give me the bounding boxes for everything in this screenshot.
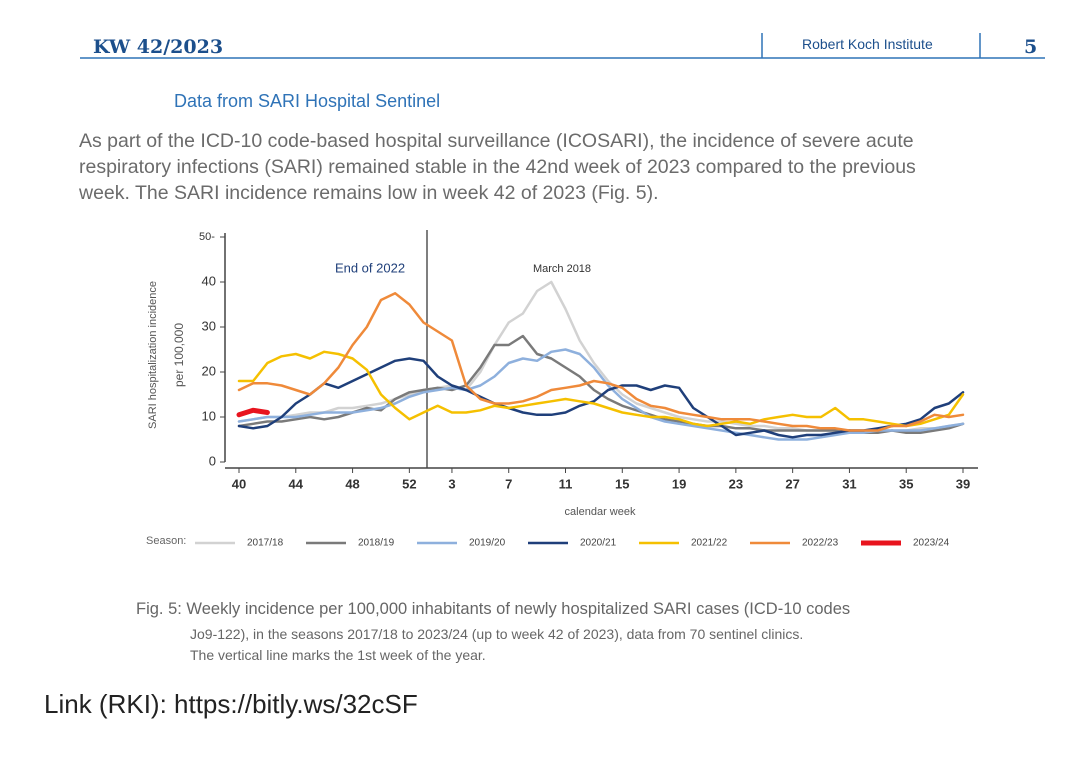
legend-title: Season: <box>146 535 186 547</box>
legend-label: 2020/21 <box>580 538 617 549</box>
y-axis-label: SARI hospitalization incidence <box>147 281 159 429</box>
y-tick-label: 20 <box>202 363 216 378</box>
paragraph-line: respiratory infections (SARI) remained s… <box>79 156 916 178</box>
x-tick-label: 7 <box>505 476 512 491</box>
legend-label: 2022/23 <box>802 538 839 549</box>
annotation: End of 2022 <box>335 260 405 275</box>
x-tick-label: 31 <box>842 476 856 491</box>
header-publisher: Robert Koch Institute <box>802 36 933 52</box>
caption-line: Jo9-122), in the seasons 2017/18 to 2023… <box>190 626 804 642</box>
x-tick-label: 3 <box>448 476 455 491</box>
x-tick-label: 19 <box>672 476 686 491</box>
x-tick-label: 39 <box>956 476 970 491</box>
x-tick-label: 23 <box>729 476 743 491</box>
legend-label: 2021/22 <box>691 538 728 549</box>
caption-line: The vertical line marks the 1st week of … <box>190 647 486 663</box>
series-line <box>237 350 965 428</box>
series-line <box>237 292 965 432</box>
y-tick-label: 50- <box>199 231 215 243</box>
series-line <box>237 357 965 439</box>
legend-label: 2019/20 <box>469 538 506 549</box>
series-line <box>236 407 270 418</box>
link[interactable]: Link (RKI): https://bitly.ws/32cSF <box>44 689 418 719</box>
x-axis-label: calendar week <box>565 506 636 518</box>
header-title: KW 42/2023 <box>93 36 224 58</box>
legend-label: 2018/19 <box>358 538 395 549</box>
x-tick-label: 52 <box>402 476 416 491</box>
legend-label: 2023/24 <box>913 538 950 549</box>
x-tick-label: 44 <box>289 476 304 491</box>
series-line <box>237 348 965 441</box>
y-axis-label: per 100,000 <box>172 323 186 387</box>
caption-line: Fig. 5: Weekly incidence per 100,000 inh… <box>136 600 851 618</box>
legend-label: 2017/18 <box>247 538 284 549</box>
x-tick-label: 40 <box>232 476 246 491</box>
x-tick-label: 48 <box>345 476 359 491</box>
annotation: March 2018 <box>533 263 591 275</box>
heading: Data from SARI Hospital Sentinel <box>174 91 441 111</box>
y-tick-label: 0 <box>209 453 216 468</box>
x-tick-label: 35 <box>899 476 913 491</box>
y-tick-label: 30 <box>202 318 216 333</box>
x-tick-label: 27 <box>785 476 799 491</box>
page-number: 5 <box>1024 36 1038 58</box>
paragraph-line: As part of the ICD-10 code-based hospita… <box>79 130 914 152</box>
paragraph-line: week. The SARI incidence remains low in … <box>79 182 659 204</box>
y-tick-label: 10 <box>202 408 216 423</box>
x-tick-label: 11 <box>559 476 573 491</box>
y-tick-label: 40 <box>202 273 216 288</box>
x-tick-label: 15 <box>615 476 629 491</box>
